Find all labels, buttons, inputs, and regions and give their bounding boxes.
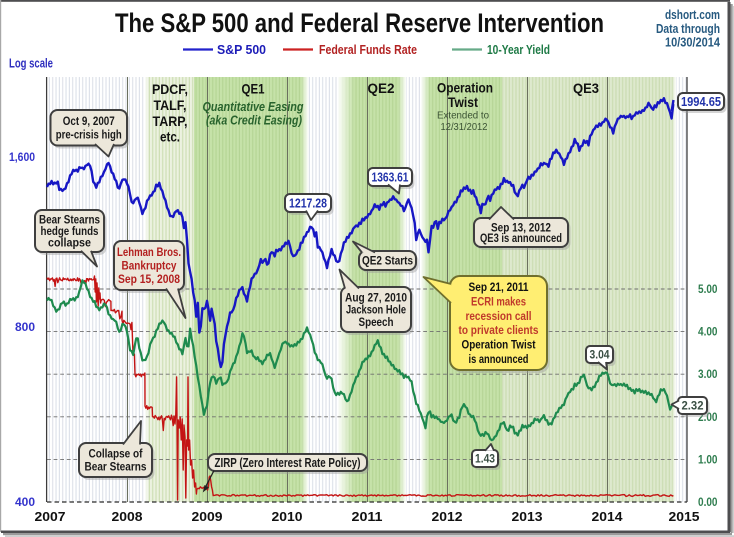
svg-text:0.00: 0.00 [698, 497, 718, 509]
svg-text:PDCF,: PDCF, [152, 81, 188, 97]
svg-text:1,600: 1,600 [9, 150, 35, 164]
svg-text:Collapse of: Collapse of [89, 449, 143, 461]
svg-text:QE3: QE3 [573, 80, 599, 96]
svg-text:Operation Twist: Operation Twist [462, 340, 536, 352]
svg-text:Oct 9, 2007: Oct 9, 2007 [63, 116, 115, 128]
svg-text:TALF,: TALF, [154, 97, 187, 113]
svg-text:Twist: Twist [448, 95, 478, 110]
svg-text:2008: 2008 [112, 509, 143, 524]
svg-text:Lehman Bros.: Lehman Bros. [117, 247, 181, 259]
svg-text:Sep 13, 2012: Sep 13, 2012 [491, 222, 551, 234]
svg-text:2011: 2011 [352, 509, 383, 524]
svg-text:Operation: Operation [437, 81, 493, 96]
svg-text:Quantitative Easing: Quantitative Easing [203, 100, 304, 114]
svg-text:10/30/2014: 10/30/2014 [665, 36, 720, 50]
svg-text:Sep 15, 2008: Sep 15, 2008 [118, 274, 181, 286]
svg-text:3.00: 3.00 [698, 369, 718, 381]
svg-text:QE1: QE1 [242, 81, 265, 97]
svg-text:2007: 2007 [35, 509, 66, 524]
svg-text:Bear Stearns: Bear Stearns [85, 462, 147, 474]
svg-text:hedge funds: hedge funds [41, 226, 99, 238]
svg-text:QE3 is announced: QE3 is announced [480, 233, 562, 245]
svg-text:Extended to: Extended to [437, 110, 489, 121]
svg-text:3.04: 3.04 [590, 348, 610, 362]
svg-text:2010: 2010 [272, 509, 303, 524]
svg-text:800: 800 [15, 320, 35, 334]
svg-text:Data through: Data through [656, 22, 720, 36]
svg-text:pre-crisis high: pre-crisis high [56, 130, 122, 142]
svg-text:Jackson Hole: Jackson Hole [346, 303, 406, 317]
svg-text:1217.28: 1217.28 [289, 196, 327, 210]
svg-text:ZIRP (Zero Interest Rate Polic: ZIRP (Zero Interest Rate Policy) [215, 456, 361, 470]
svg-text:Bear Stearns: Bear Stearns [39, 215, 100, 227]
svg-text:recession call: recession call [466, 311, 532, 323]
svg-text:TARP,: TARP, [153, 113, 188, 129]
svg-text:2013: 2013 [512, 509, 543, 524]
svg-text:1994.65: 1994.65 [681, 95, 721, 109]
svg-text:dshort.com: dshort.com [665, 8, 720, 22]
svg-text:collapse: collapse [48, 237, 91, 249]
svg-text:QE2 Starts: QE2 Starts [362, 256, 413, 268]
svg-text:12/31/2012: 12/31/2012 [441, 122, 488, 133]
svg-text:2012: 2012 [432, 509, 463, 524]
svg-text:ECRI makes: ECRI makes [471, 297, 526, 309]
svg-text:Federal Funds Rate: Federal Funds Rate [319, 43, 417, 57]
svg-text:400: 400 [15, 495, 35, 509]
svg-text:2009: 2009 [192, 509, 223, 524]
svg-text:2015: 2015 [669, 509, 700, 524]
svg-text:to private clients: to private clients [459, 325, 539, 337]
svg-text:Speech: Speech [359, 315, 394, 329]
svg-text:1.00: 1.00 [698, 454, 718, 466]
svg-text:QE2: QE2 [368, 80, 395, 96]
svg-text:S&P 500: S&P 500 [217, 43, 266, 57]
svg-text:1363.61: 1363.61 [372, 170, 409, 184]
svg-text:Log scale: Log scale [9, 57, 53, 71]
svg-text:5.00: 5.00 [698, 284, 718, 296]
svg-text:10-Year Yield: 10-Year Yield [487, 43, 550, 57]
svg-text:2014: 2014 [592, 509, 624, 524]
svg-text:1.43: 1.43 [475, 452, 495, 466]
svg-text:4.00: 4.00 [698, 327, 718, 339]
svg-text:(aka Credit Easing): (aka Credit Easing) [206, 114, 302, 128]
svg-text:etc.: etc. [160, 129, 180, 145]
svg-text:Aug 27, 2010: Aug 27, 2010 [345, 290, 407, 304]
svg-text:Sep 21, 2011: Sep 21, 2011 [469, 282, 530, 294]
svg-text:is announced: is announced [469, 354, 529, 366]
svg-text:The S&P 500 and Federal Reserv: The S&P 500 and Federal Reserve Interven… [115, 8, 604, 38]
svg-text:Bankruptcy: Bankruptcy [122, 261, 178, 273]
svg-text:2.32: 2.32 [682, 399, 704, 413]
